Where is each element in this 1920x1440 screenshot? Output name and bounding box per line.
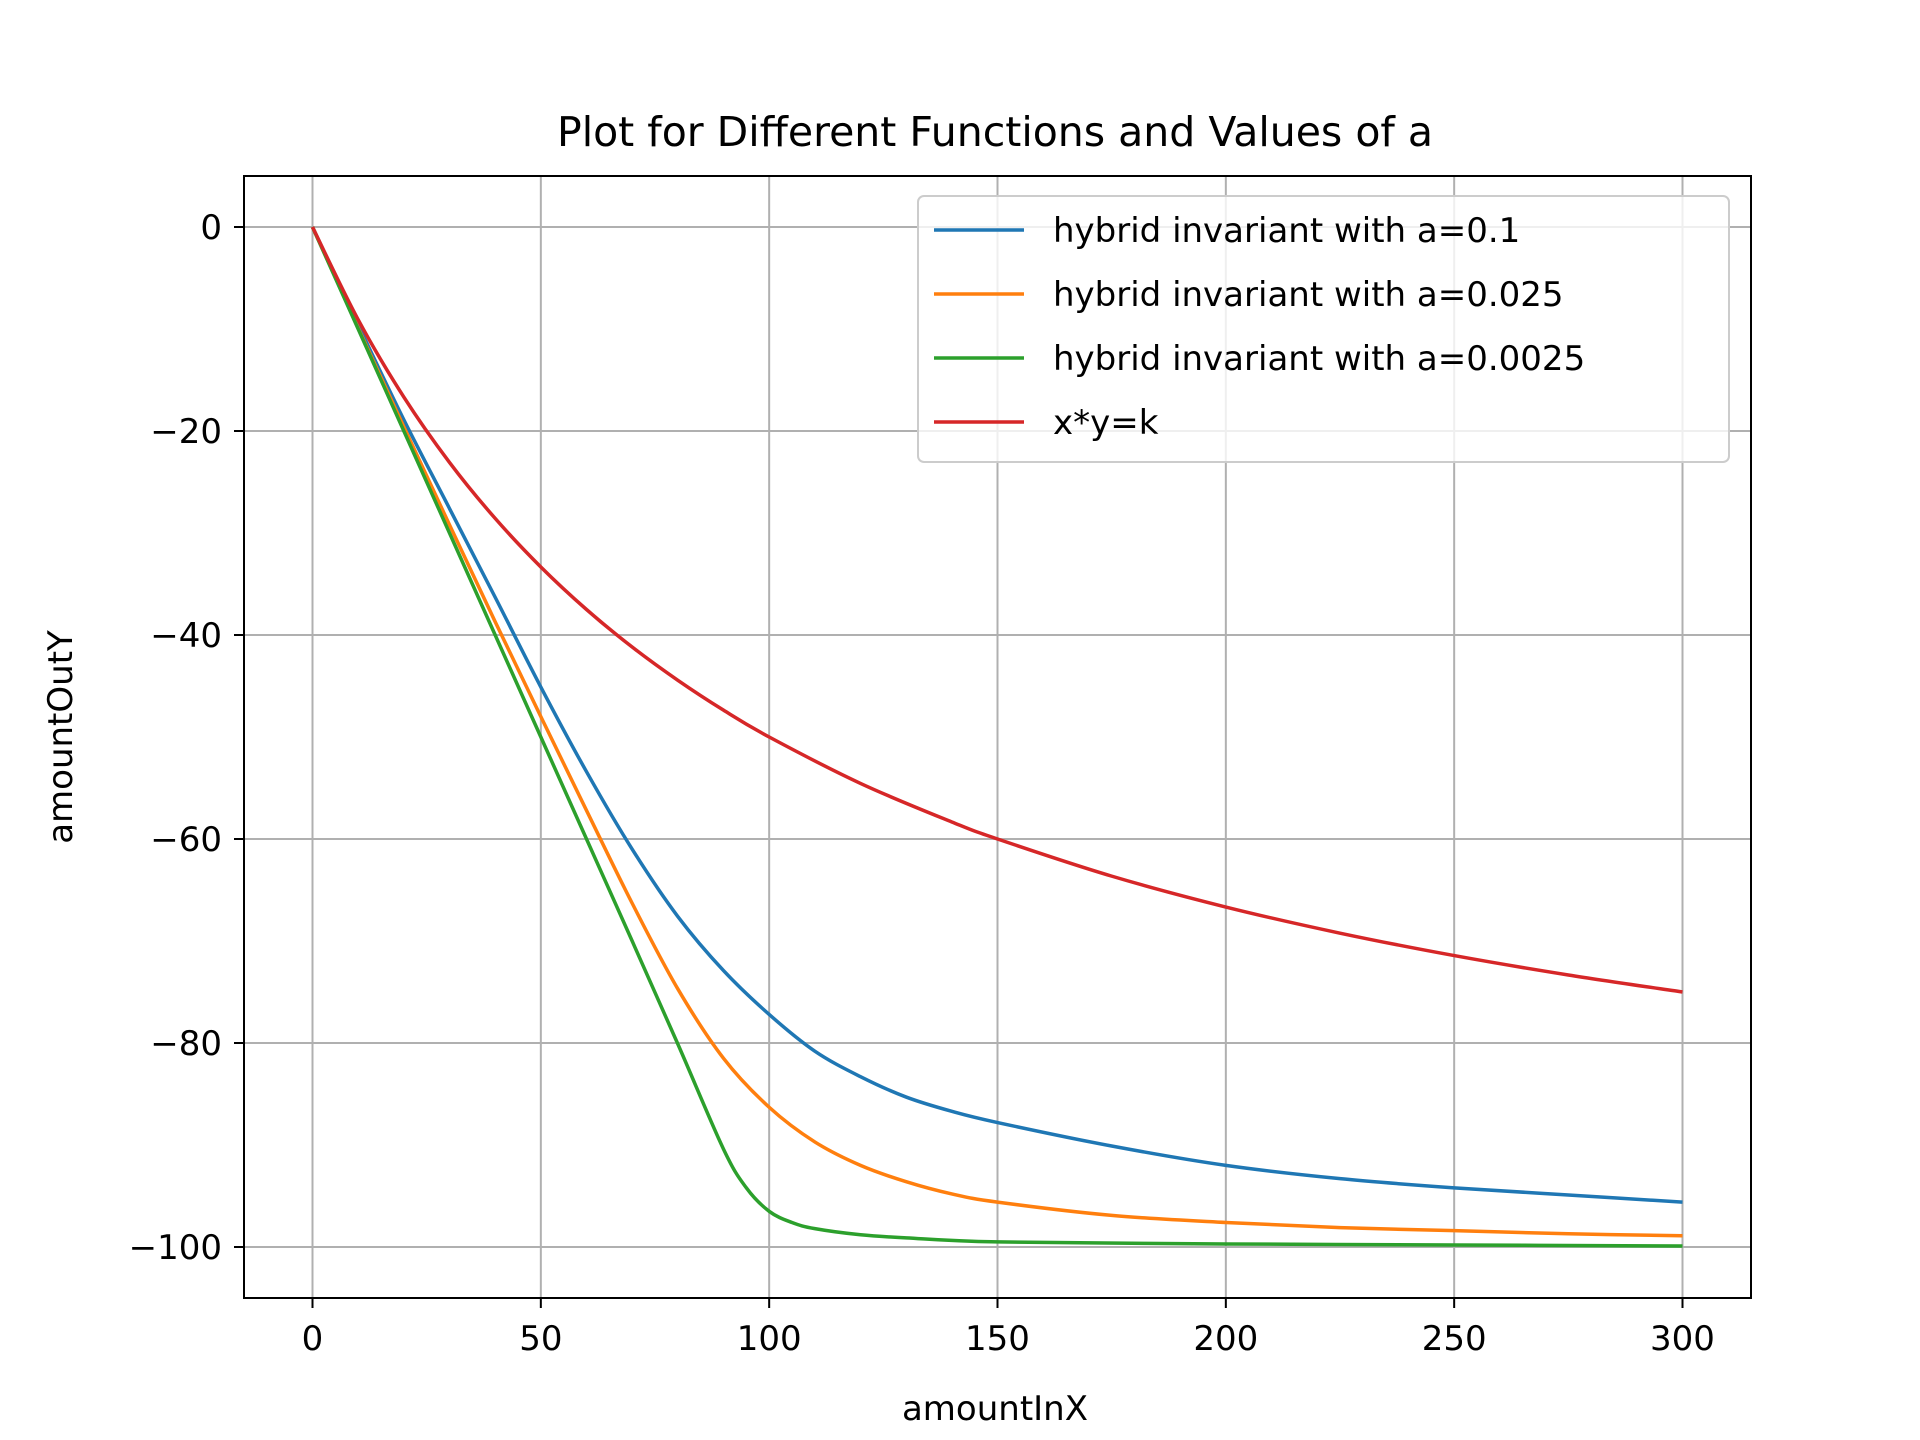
x-tick-label: 50 — [519, 1319, 562, 1359]
x-tick-label: 100 — [737, 1319, 802, 1359]
x-tick-label: 250 — [1422, 1319, 1487, 1359]
x-axis-label: amountInX — [902, 1389, 1088, 1429]
x-tick-label: 0 — [302, 1319, 324, 1359]
series-line-4 — [310, 226, 1683, 994]
legend: hybrid invariant with a=0.1 hybrid invari… — [917, 195, 1730, 463]
legend-entry: hybrid invariant with a=0.1 — [934, 211, 1520, 251]
legend-label: hybrid invariant with a=0.025 — [1053, 275, 1564, 315]
series-line-3 — [310, 226, 1683, 1248]
y-tick-label: 0 — [200, 208, 222, 248]
legend-entry: hybrid invariant with a=0.0025 — [934, 339, 1585, 379]
series-line-1 — [310, 226, 1683, 1204]
y-axis: 0 −20 −40 −60 −80 −100 — [129, 208, 244, 1268]
y-tick-label: −40 — [150, 616, 222, 656]
legend-entry: x*y=k — [934, 403, 1159, 443]
y-axis-label: amountOutY — [41, 630, 81, 844]
chart-title: Plot for Different Functions and Values … — [557, 108, 1433, 156]
x-axis: 0 50 100 150 200 250 300 — [302, 1298, 1715, 1359]
x-tick-label: 150 — [965, 1319, 1030, 1359]
y-tick-label: −80 — [150, 1024, 222, 1064]
x-tick-label: 300 — [1650, 1319, 1715, 1359]
legend-entries: hybrid invariant with a=0.1 hybrid invari… — [934, 211, 1585, 443]
legend-label: hybrid invariant with a=0.1 — [1053, 211, 1520, 251]
legend-box — [917, 195, 1730, 463]
legend-entry: hybrid invariant with a=0.025 — [934, 275, 1564, 315]
y-tick-label: −60 — [150, 820, 222, 860]
y-tick-label: −100 — [129, 1228, 222, 1268]
y-tick-label: −20 — [150, 412, 222, 452]
series-layer — [310, 226, 1683, 1248]
legend-label: hybrid invariant with a=0.0025 — [1053, 339, 1585, 379]
series-line-2 — [310, 226, 1683, 1238]
legend-label: x*y=k — [1053, 403, 1159, 443]
x-tick-label: 200 — [1193, 1319, 1258, 1359]
